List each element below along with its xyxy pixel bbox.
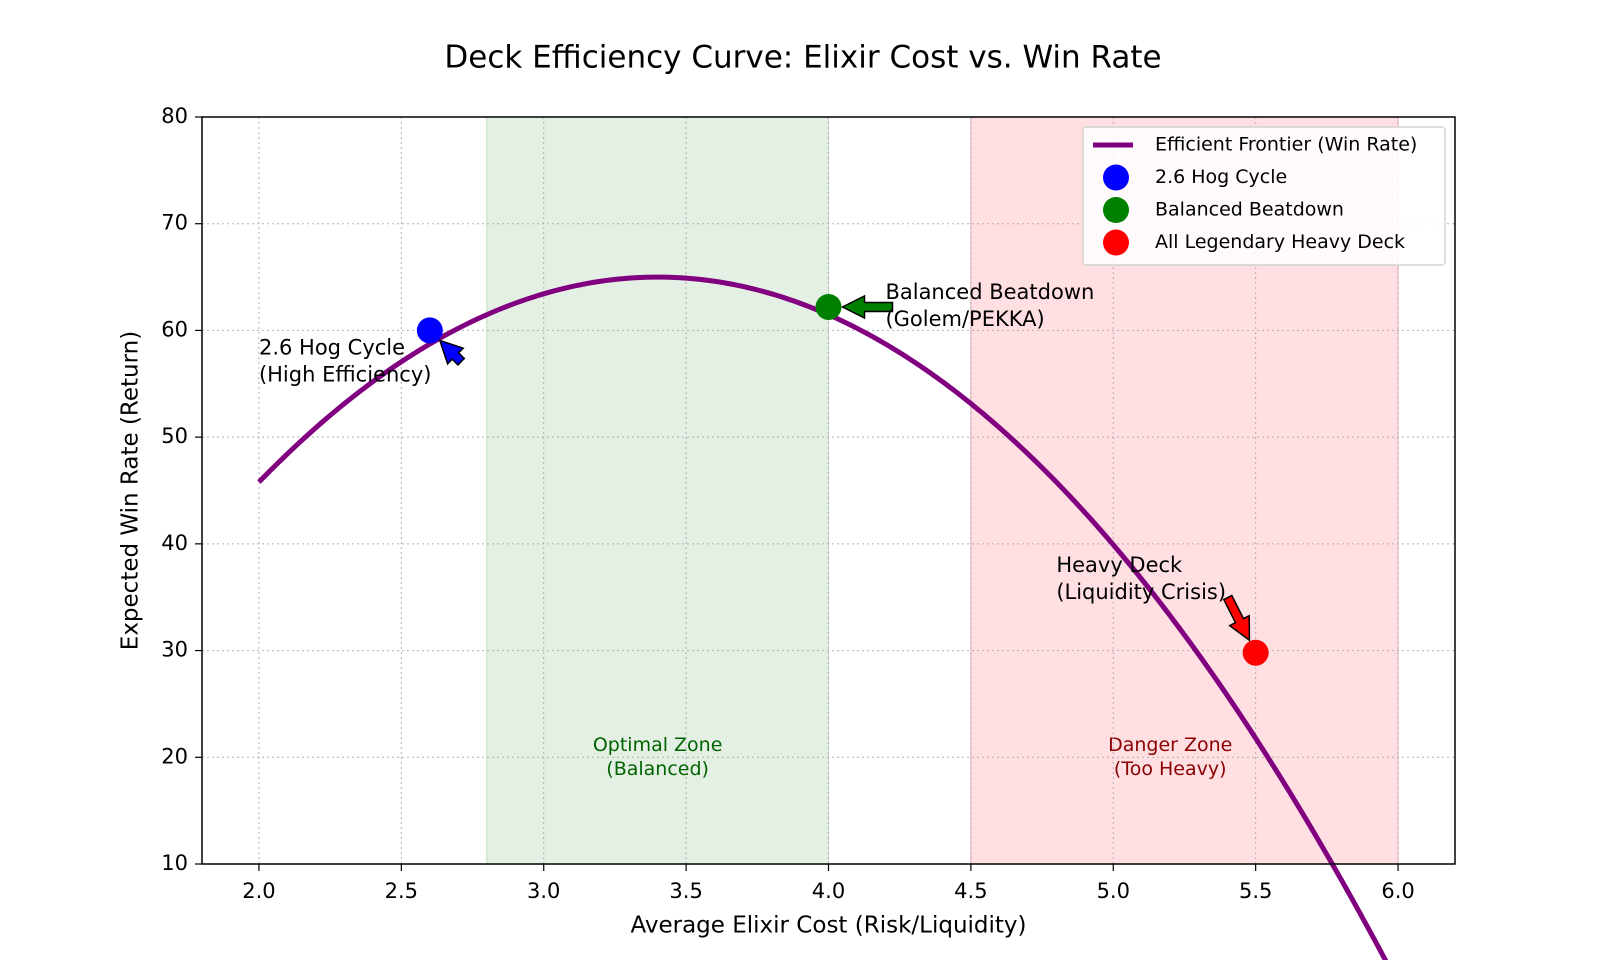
x-tick-label-1: 2.5 <box>385 879 418 903</box>
x-tick-label-2: 3.0 <box>527 879 560 903</box>
legend-label-3: All Legendary Heavy Deck <box>1155 231 1405 253</box>
legend-swatch-2 <box>1103 197 1129 223</box>
annotation-0-line-1: (High Efficiency) <box>259 362 431 386</box>
legend-swatch-3 <box>1103 229 1129 256</box>
zone-band-0 <box>486 117 829 864</box>
data-point-1 <box>815 293 842 320</box>
annotation-arrow-1 <box>840 294 894 320</box>
y-tick-label-3: 40 <box>161 531 188 555</box>
legend: Efficient Frontier (Win Rate) 2.6 Hog Cyc… <box>1082 126 1446 266</box>
annotation-1-line-1: (Golem/PEKKA) <box>885 307 1044 331</box>
annotation-2-line-0: Heavy Deck <box>1056 553 1183 577</box>
annotation-layer: 2.6 Hog Cycle (High Efficiency) Balanced B… <box>259 280 1251 642</box>
legend-label-1: 2.6 Hog Cycle <box>1155 166 1287 188</box>
zone-label-0-line-1: (Balanced) <box>606 758 709 780</box>
ticks-layer: 2.0 2.5 3.0 3.5 4.0 4.5 5.0 5.5 6.0 10 20 30 40 50 60 7… <box>161 104 1414 903</box>
annotation-arrow-2 <box>1222 594 1251 642</box>
annotation-1-line-0: Balanced Beatdown <box>885 280 1094 304</box>
data-point-0 <box>416 317 443 344</box>
zone-label-0-line-0: Optimal Zone <box>593 734 723 756</box>
legend-swatch-1 <box>1103 164 1129 191</box>
y-tick-label-1: 20 <box>161 744 188 768</box>
annotation-0-line-0: 2.6 Hog Cycle <box>259 335 405 359</box>
y-tick-label-2: 30 <box>161 638 188 662</box>
x-tick-label-7: 5.5 <box>1239 879 1272 903</box>
chart-title: Deck Efficiency Curve: Elixir Cost vs. W… <box>444 40 1161 76</box>
x-tick-label-5: 4.5 <box>954 879 987 903</box>
annotation-2-line-1: (Liquidity Crisis) <box>1056 580 1226 604</box>
x-tick-label-8: 6.0 <box>1381 879 1414 903</box>
data-point-2 <box>1242 639 1269 666</box>
zone-label-1-line-1: (Too Heavy) <box>1114 758 1227 780</box>
y-axis-title: Expected Win Rate (Return) <box>118 331 144 650</box>
legend-label-2: Balanced Beatdown <box>1155 199 1344 221</box>
x-tick-label-3: 3.5 <box>669 879 702 903</box>
points-layer <box>416 293 1269 666</box>
legend-box <box>1082 126 1446 266</box>
legend-label-0: Efficient Frontier (Win Rate) <box>1155 134 1417 156</box>
x-tick-label-4: 4.0 <box>812 879 845 903</box>
annotation-arrow-0 <box>438 339 466 366</box>
x-tick-label-6: 5.0 <box>1097 879 1130 903</box>
x-axis-title: Average Elixir Cost (Risk/Liquidity) <box>630 913 1026 939</box>
y-tick-label-5: 60 <box>161 317 188 341</box>
x-tick-label-0: 2.0 <box>242 879 275 903</box>
zone-label-1-line-0: Danger Zone <box>1108 734 1232 756</box>
y-tick-label-4: 50 <box>161 424 188 448</box>
y-tick-label-7: 80 <box>161 104 188 128</box>
y-tick-label-0: 10 <box>161 851 188 875</box>
y-tick-label-6: 70 <box>161 211 188 235</box>
